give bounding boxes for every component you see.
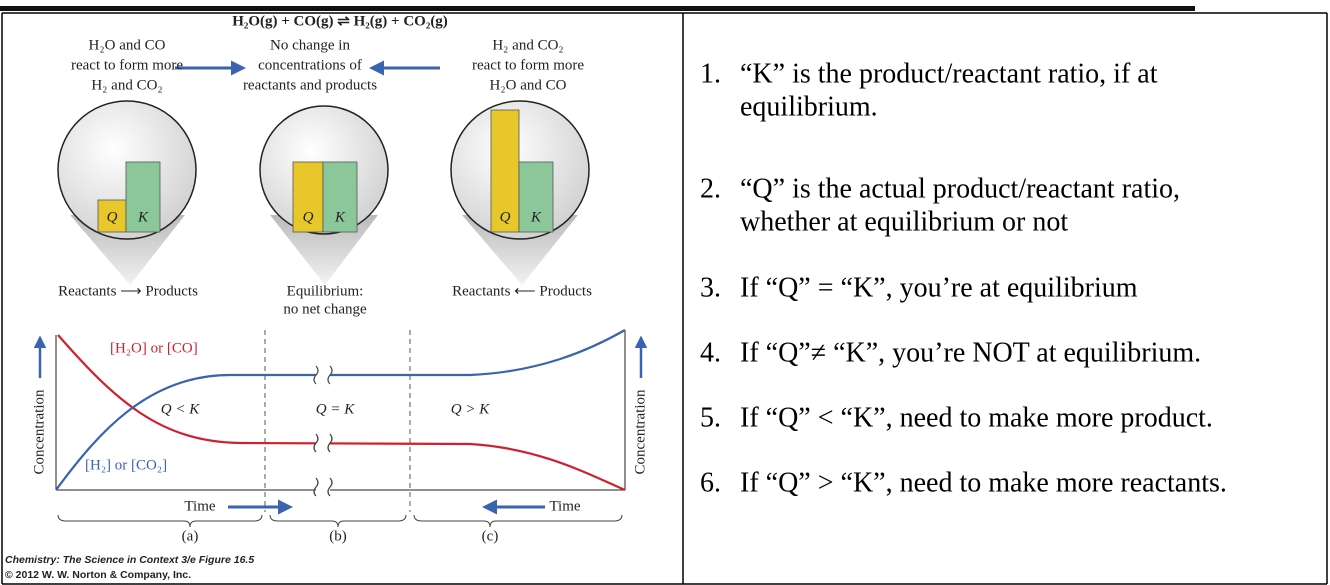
y-axis-label: Concentration [632,389,648,474]
stage-label: Reactants ⟵ Products [452,283,592,299]
breaks [316,366,330,496]
stage-label: Reactants ⟶ Products [58,283,198,299]
panel-caption: reactants and products [243,77,377,93]
list-text: “Q” is the actual product/reactant ratio… [740,173,1180,204]
caption: Chemistry: The Science in Context 3/e Fi… [5,554,254,566]
section-letter: (a) [182,528,199,544]
bar-label: Q [107,209,118,225]
list-text: “K” is the product/reactant ratio, if at [740,58,1158,89]
list-number: 5. [700,402,721,433]
list-number: 4. [700,337,721,368]
equation: H₂O(g) + CO(g) ⇌ H₂(g) + CO₂(g) [232,13,448,29]
slide: H₂O(g) + CO(g) ⇌ H₂(g) + CO₂(g) Concentr… [0,0,1330,585]
braces [58,515,622,527]
list-text: equilibrium. [740,91,878,122]
heading-rule [0,6,1195,11]
list-text: whether at equilibrium or not [740,206,1068,237]
list-number: 1. [700,58,721,89]
list-text: If “Q” > “K”, need to make more reactant… [740,467,1227,498]
product-label: [H₂] or [CO₂] [85,457,167,473]
stage-label: Equilibrium: [287,283,364,299]
panel-caption: react to form more [472,57,584,73]
dividers [265,330,410,512]
list-text: If “Q”≠ “K”, you’re NOT at equilibrium. [740,337,1201,368]
section-letter: (b) [329,528,347,544]
section-letter: (c) [482,528,499,544]
caption: © 2012 W. W. Norton & Company, Inc. [5,569,191,581]
panel-caption: concentrations of [258,57,362,73]
panel-caption: H₂O and CO [490,77,567,93]
list-number: 3. [700,272,721,303]
time-label: Time [184,498,215,514]
bar-label: K [334,209,346,225]
bar-label: Q [500,209,511,225]
page: {"figure": { "equation": "H₂O(g) + CO(g)… [0,0,1330,585]
list-number: 2. [700,173,721,204]
panel-caption: H₂ and CO₂ [492,37,563,53]
stage-label: no net change [283,301,367,317]
list-text: If “Q” = “K”, you’re at equilibrium [740,272,1138,303]
region-label: Q > K [451,401,490,417]
bar-label: K [530,209,542,225]
region-label: Q = K [316,401,355,417]
list-number: 6. [700,467,721,498]
reactant-label: [H₂O] or [CO] [110,340,198,356]
time-label: Time [549,498,580,514]
y-axis-label: Concentration [31,389,47,474]
bar-label: Q [303,209,314,225]
region-label: Q < K [161,401,200,417]
panel-caption: H₂O and CO [89,37,166,53]
break-marks [314,366,332,496]
panel-caption: No change in [270,37,350,53]
bar-label: K [137,209,149,225]
panel-caption: H₂ and CO₂ [91,77,162,93]
list-text: If “Q” < “K”, need to make more product. [740,402,1213,433]
panel-caption: react to form more [71,57,183,73]
